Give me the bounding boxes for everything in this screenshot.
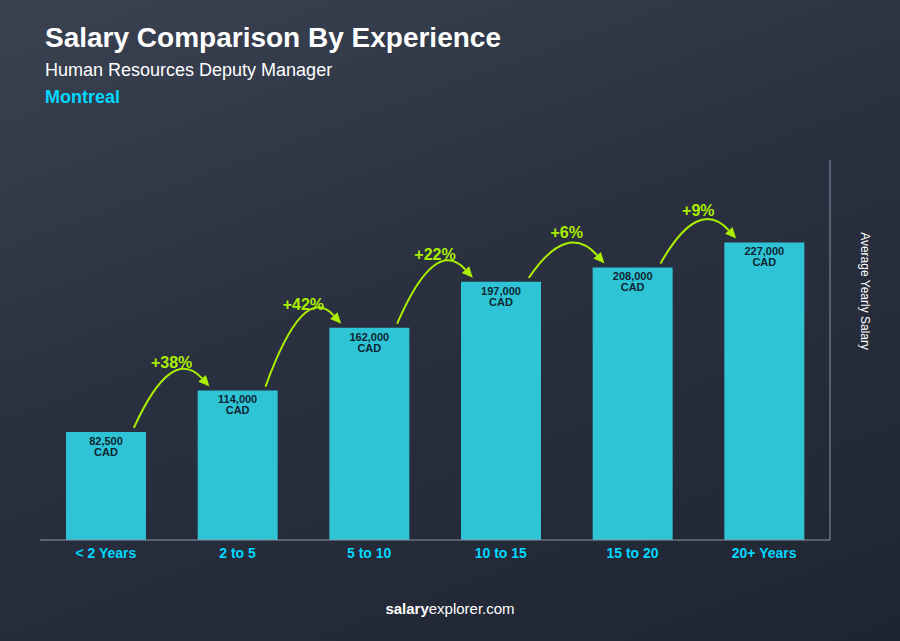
svg-text:15 to 20: 15 to 20: [606, 545, 658, 561]
svg-text:208,000CAD: 208,000CAD: [613, 270, 653, 293]
svg-text:10 to 15: 10 to 15: [475, 545, 527, 561]
svg-text:114,000CAD: 114,000CAD: [218, 393, 257, 416]
svg-text:82,500CAD: 82,500CAD: [89, 435, 123, 458]
svg-text:< 2 Years: < 2 Years: [75, 545, 136, 561]
html-text:Human Resources Deputy Manager: Human Resources Deputy Manager: [45, 60, 333, 80]
svg-text:+38%: +38%: [151, 354, 192, 371]
svg-text:+9%: +9%: [682, 202, 714, 219]
svg-text:5 to 10: 5 to 10: [347, 545, 392, 561]
svg-text:227,000CAD: 227,000CAD: [744, 245, 784, 268]
svg-text:20+ Years: 20+ Years: [732, 545, 797, 561]
svg-text:+22%: +22%: [414, 246, 455, 263]
svg-text:+6%: +6%: [550, 224, 582, 241]
svg-text:162,000CAD: 162,000CAD: [349, 331, 389, 354]
svg-text:2 to 5: 2 to 5: [219, 545, 256, 561]
svg-text:+42%: +42%: [283, 296, 324, 313]
svg-text:Average Yearly Salary: Average Yearly Salary: [858, 232, 872, 350]
svg-text:197,000CAD: 197,000CAD: [481, 285, 521, 308]
html-text:Montreal: Montreal: [45, 87, 120, 107]
html-text:salary explorer.com: salary explorer.com: [385, 600, 515, 617]
html-text:Salary Comparison By Experienc: Salary Comparison By Experience: [45, 22, 501, 53]
